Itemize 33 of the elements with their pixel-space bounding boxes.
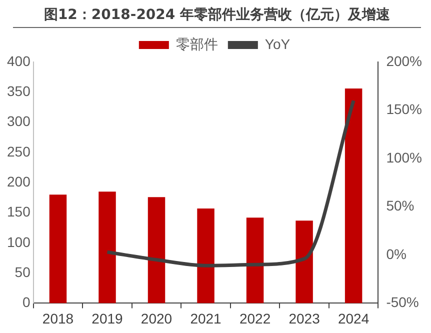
x-tick-label: 2018 [42,310,74,326]
line-series [106,98,356,268]
y-tick-label: 150 [7,204,31,220]
y-tick-label: 50 [14,264,31,280]
bar [148,197,166,304]
legend-label: YoY [264,36,291,52]
bar [197,208,214,304]
y2-tick-label: 50% [386,198,414,214]
y-tick-label: 350 [7,83,31,100]
x-tick-label: 2023 [288,310,320,326]
x-tick-label: 2019 [92,310,124,326]
bar [344,88,362,304]
bar [296,220,313,304]
x-tick-label: 2022 [239,310,271,326]
chart-title: 图12：2018-2024 年零部件业务营收（亿元）及增速 [13,6,421,28]
y2-tick-label: -50% [386,294,419,310]
y-tick-label: 0 [22,294,31,310]
y-tick-label: 300 [7,113,31,130]
x-tick-label: 2021 [190,310,222,326]
bar [246,218,264,304]
y2-tick-label: 200% [386,52,422,69]
y2-tick-label: 100% [386,149,422,166]
bar [49,194,67,304]
legend-label: 零部件 [176,36,218,52]
x-tick-label: 2024 [338,310,370,326]
y2-tick-label: 0% [386,246,406,262]
bar [98,192,116,304]
y2-tick-label: 150% [386,101,422,118]
x-tick-label: 2020 [140,310,172,326]
y-tick-label: 400 [7,52,31,69]
y-tick-label: 200 [7,173,31,190]
y-tick-label: 100 [7,234,31,250]
y-tick-label: 250 [7,143,31,160]
